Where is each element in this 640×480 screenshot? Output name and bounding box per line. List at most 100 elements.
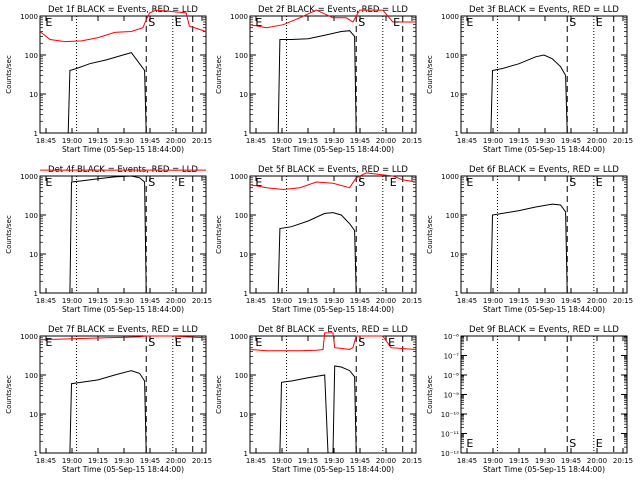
x-axis-title: Start Time (05-Sep-15 18:44:00) <box>483 305 605 314</box>
panel-title: Det 2f BLACK = Events, RED = LLD <box>258 5 408 15</box>
x-tick-label: 19:30 <box>535 297 555 305</box>
x-tick-label: 18:45 <box>36 297 56 305</box>
x-tick-label: 20:15 <box>192 137 212 145</box>
event-marker-label: E <box>175 336 182 349</box>
y-tick-label: 100 <box>235 52 248 60</box>
event-marker-label: E <box>45 176 52 189</box>
x-tick-label: 19:00 <box>62 297 82 305</box>
x-tick-label: 19:00 <box>483 457 503 465</box>
series-line-red <box>249 172 417 191</box>
y-tick-label: 1000 <box>441 13 459 21</box>
event-marker-label: S <box>148 336 155 349</box>
x-tick-label: 19:15 <box>298 297 318 305</box>
y-axis-title: Counts/sec <box>5 215 13 254</box>
series-line-black <box>490 54 568 134</box>
x-tick-label: 19:00 <box>272 297 292 305</box>
event-marker-label: E <box>596 16 603 29</box>
event-marker-label: E <box>596 176 603 189</box>
x-tick-label: 19:30 <box>324 297 344 305</box>
x-tick-label: 18:45 <box>36 137 56 145</box>
panel-title: Det 8f BLACK = Events, RED = LLD <box>258 325 408 335</box>
x-tick-label: 20:00 <box>587 137 607 145</box>
x-tick-label: 19:45 <box>561 297 581 305</box>
event-marker-label: E <box>255 16 262 29</box>
x-tick-label: 20:00 <box>587 297 607 305</box>
y-tick-label: 1 <box>34 290 38 298</box>
event-marker-label: S <box>569 176 576 189</box>
x-tick-label: 19:15 <box>509 297 529 305</box>
x-tick-label: 19:45 <box>561 137 581 145</box>
x-tick-label: 20:15 <box>192 457 212 465</box>
x-tick-label: 18:45 <box>246 457 266 465</box>
x-tick-label: 19:30 <box>114 457 134 465</box>
y-tick-label: 100 <box>25 212 38 220</box>
x-tick-label: 19:30 <box>535 137 555 145</box>
series-line-black <box>69 175 147 294</box>
series-line-red <box>249 9 416 29</box>
x-tick-label: 19:45 <box>140 137 160 145</box>
series-line-black <box>67 52 147 134</box>
x-tick-label: 20:00 <box>376 297 396 305</box>
y-tick-label: 10 <box>239 251 248 259</box>
x-tick-label: 19:15 <box>298 137 318 145</box>
y-tick-label: 1 <box>34 450 38 458</box>
y-tick-label: 100 <box>25 372 38 380</box>
x-tick-label: 19:45 <box>140 457 160 465</box>
event-marker-label: E <box>255 336 262 349</box>
panel-title: Det 7f BLACK = Events, RED = LLD <box>48 325 198 335</box>
x-axis-title: Start Time (05-Sep-15 18:44:00) <box>62 305 184 314</box>
y-tick-label: 10 <box>29 91 38 99</box>
x-axis-title: Start Time (05-Sep-15 18:44:00) <box>272 145 394 154</box>
y-axis-title: Counts/sec <box>5 375 13 414</box>
series-line-red <box>39 9 207 43</box>
y-tick-label: 1 <box>244 290 248 298</box>
series-line-red <box>39 335 207 341</box>
y-tick-label: 10 <box>239 411 248 419</box>
panel-2: Det 2f BLACK = Events, RED = LLD 1 10 100 10… <box>215 5 422 154</box>
event-marker-label: S <box>148 176 155 189</box>
x-tick-label: 19:30 <box>324 457 344 465</box>
y-tick-label: 100 <box>235 212 248 220</box>
y-tick-label: 10 <box>29 251 38 259</box>
x-tick-label: 20:15 <box>402 137 422 145</box>
y-tick-label: 100 <box>446 52 459 60</box>
event-marker-label: E <box>596 437 603 450</box>
x-axis-title: Start Time (05-Sep-15 18:44:00) <box>272 465 394 474</box>
x-tick-label: 20:15 <box>192 297 212 305</box>
y-tick-label: 1 <box>455 130 459 138</box>
x-tick-label: 19:30 <box>114 137 134 145</box>
x-tick-label: 20:15 <box>402 297 422 305</box>
series-line-black <box>279 374 329 454</box>
x-tick-label: 19:45 <box>350 137 370 145</box>
panel-title: Det 1f BLACK = Events, RED = LLD <box>48 5 198 15</box>
panel-title: Det 6f BLACK = Events, RED = LLD <box>469 165 619 175</box>
event-marker-label: E <box>390 176 397 189</box>
y-tick-label: 100 <box>25 52 38 60</box>
y-tick-label: 1000 <box>230 173 248 181</box>
event-marker-label: E <box>255 176 262 189</box>
y-axis-title: Counts/sec <box>215 55 223 94</box>
x-tick-label: 20:00 <box>166 297 186 305</box>
plot-frame <box>39 335 207 454</box>
y-tick-label: 1000 <box>20 13 38 21</box>
x-tick-label: 18:45 <box>457 297 477 305</box>
event-marker-label: E <box>466 176 473 189</box>
y-tick-label: 1000 <box>230 13 248 21</box>
event-marker-label: E <box>466 437 473 450</box>
x-tick-label: 19:15 <box>88 457 108 465</box>
event-marker-label: S <box>569 437 576 450</box>
series-line-black <box>277 212 357 294</box>
panel-title: Det 3f BLACK = Events, RED = LLD <box>469 5 619 15</box>
x-tick-label: 19:45 <box>140 297 160 305</box>
series-line-black <box>277 30 357 134</box>
panel-title: Det 5f BLACK = Events, RED = LLD <box>258 165 408 175</box>
plot-frame <box>39 175 207 294</box>
event-marker-label: S <box>358 176 365 189</box>
y-tick-label: 1 <box>244 130 248 138</box>
y-tick-label: 1 <box>455 290 459 298</box>
y-tick-label: 10 <box>450 91 459 99</box>
event-marker-label: S <box>569 16 576 29</box>
panel-1: Det 1f BLACK = Events, RED = LLD 1 10 100 10… <box>5 5 212 154</box>
x-tick-label: 20:00 <box>376 137 396 145</box>
